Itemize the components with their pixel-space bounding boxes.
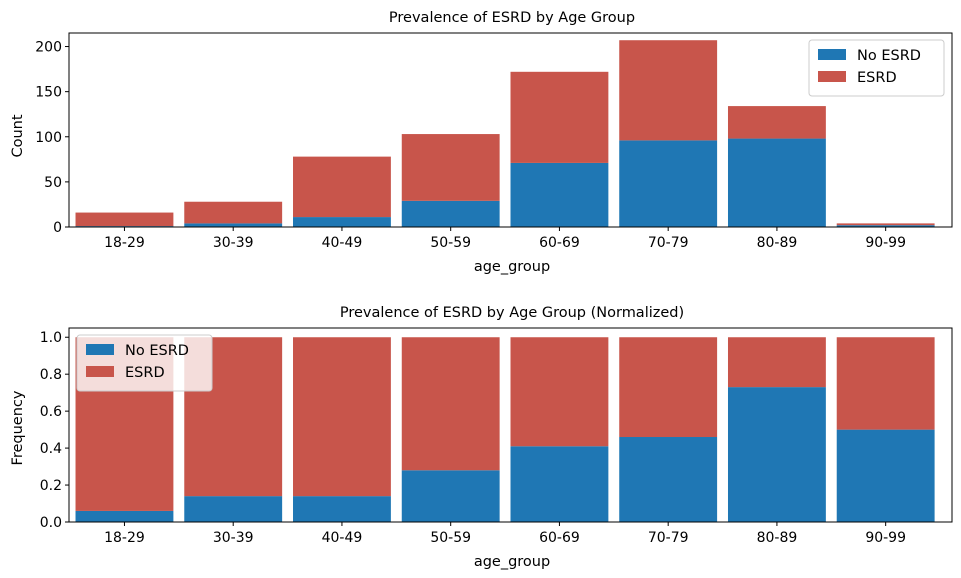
bar-esrd [619, 40, 718, 141]
y-tick-label: 150 [35, 85, 62, 101]
legend-swatch [86, 344, 114, 355]
x-tick-label: 80-89 [757, 530, 798, 546]
x-tick-label: 80-89 [757, 235, 798, 251]
bar-no-esrd [836, 429, 935, 522]
x-tick-label: 50-59 [430, 235, 471, 251]
bar-no-esrd [619, 437, 718, 522]
bar-esrd [184, 201, 283, 224]
bar-esrd [510, 337, 609, 447]
y-tick-label: 100 [35, 130, 62, 146]
bar-esrd [75, 212, 174, 227]
plot-frame [68, 32, 953, 228]
legend-label: ESRD [125, 365, 165, 381]
bar-esrd [727, 337, 826, 388]
bar-esrd [401, 134, 500, 201]
x-axis-label: age_group [474, 259, 550, 275]
y-tick-label: 50 [44, 175, 62, 191]
bar-esrd [836, 223, 935, 226]
x-axis-label: age_group [474, 554, 550, 570]
y-tick-label: 0.4 [40, 441, 62, 457]
x-tick-label: 50-59 [430, 530, 471, 546]
x-tick-label: 70-79 [648, 530, 689, 546]
plot-frame [68, 327, 953, 523]
legend-swatch [818, 49, 846, 60]
y-tick-label: 0.0 [40, 515, 62, 531]
y-tick-label: 1.0 [40, 330, 62, 346]
y-axis-label: Count [10, 114, 26, 157]
bar-no-esrd [75, 510, 174, 522]
bar-esrd [836, 337, 935, 430]
x-tick-label: 70-79 [648, 235, 689, 251]
legend-label: No ESRD [857, 48, 921, 64]
legend-swatch [818, 71, 846, 82]
bar-group [75, 40, 935, 227]
legend: No ESRD ESRD [808, 39, 945, 97]
bar-no-esrd [401, 470, 500, 522]
x-tick-label: 60-69 [539, 235, 580, 251]
bar-no-esrd [510, 446, 609, 522]
bar-esrd [727, 106, 826, 139]
bar-no-esrd [293, 217, 391, 227]
bar-no-esrd [510, 162, 609, 227]
bar-no-esrd [184, 496, 283, 522]
chart-title: Prevalence of ESRD by Age Group (Normali… [340, 305, 684, 321]
y-tick-label: 0 [53, 220, 62, 236]
y-tick-label: 0.2 [40, 478, 62, 494]
x-tick-label: 60-69 [539, 530, 580, 546]
bar-esrd [293, 337, 391, 497]
bar-esrd [401, 337, 500, 471]
bar-no-esrd [727, 387, 826, 522]
x-tick-label: 18-29 [104, 235, 145, 251]
x-tick-label: 30-39 [213, 235, 254, 251]
x-tick-label: 40-49 [322, 530, 363, 546]
x-tick-label: 90-99 [865, 235, 906, 251]
y-tick-label: 0.8 [40, 367, 62, 383]
bar-no-esrd [727, 138, 826, 227]
x-tick-label: 18-29 [104, 530, 145, 546]
bar-esrd [619, 337, 718, 438]
bar-esrd [293, 156, 391, 218]
bar-no-esrd [184, 223, 283, 227]
legend: No ESRD ESRD [76, 334, 213, 392]
bar-no-esrd [401, 200, 500, 227]
x-tick-label: 30-39 [213, 530, 254, 546]
x-tick-label: 40-49 [322, 235, 363, 251]
chart-panel-count: Prevalence of ESRD by Age Group age_grou… [10, 10, 953, 275]
bar-no-esrd [293, 496, 391, 522]
x-tick-label: 90-99 [865, 530, 906, 546]
bar-no-esrd [836, 225, 935, 227]
legend-swatch [86, 366, 114, 377]
chart-title: Prevalence of ESRD by Age Group [389, 10, 635, 26]
chart-panel-frequency: Prevalence of ESRD by Age Group (Normali… [10, 305, 953, 570]
y-tick-label: 0.6 [40, 404, 62, 420]
legend-label: ESRD [857, 70, 897, 86]
bar-no-esrd [619, 140, 718, 227]
y-tick-label: 200 [35, 40, 62, 56]
bar-esrd [510, 71, 609, 163]
y-axis-label: Frequency [10, 390, 26, 465]
legend-label: No ESRD [125, 343, 189, 359]
